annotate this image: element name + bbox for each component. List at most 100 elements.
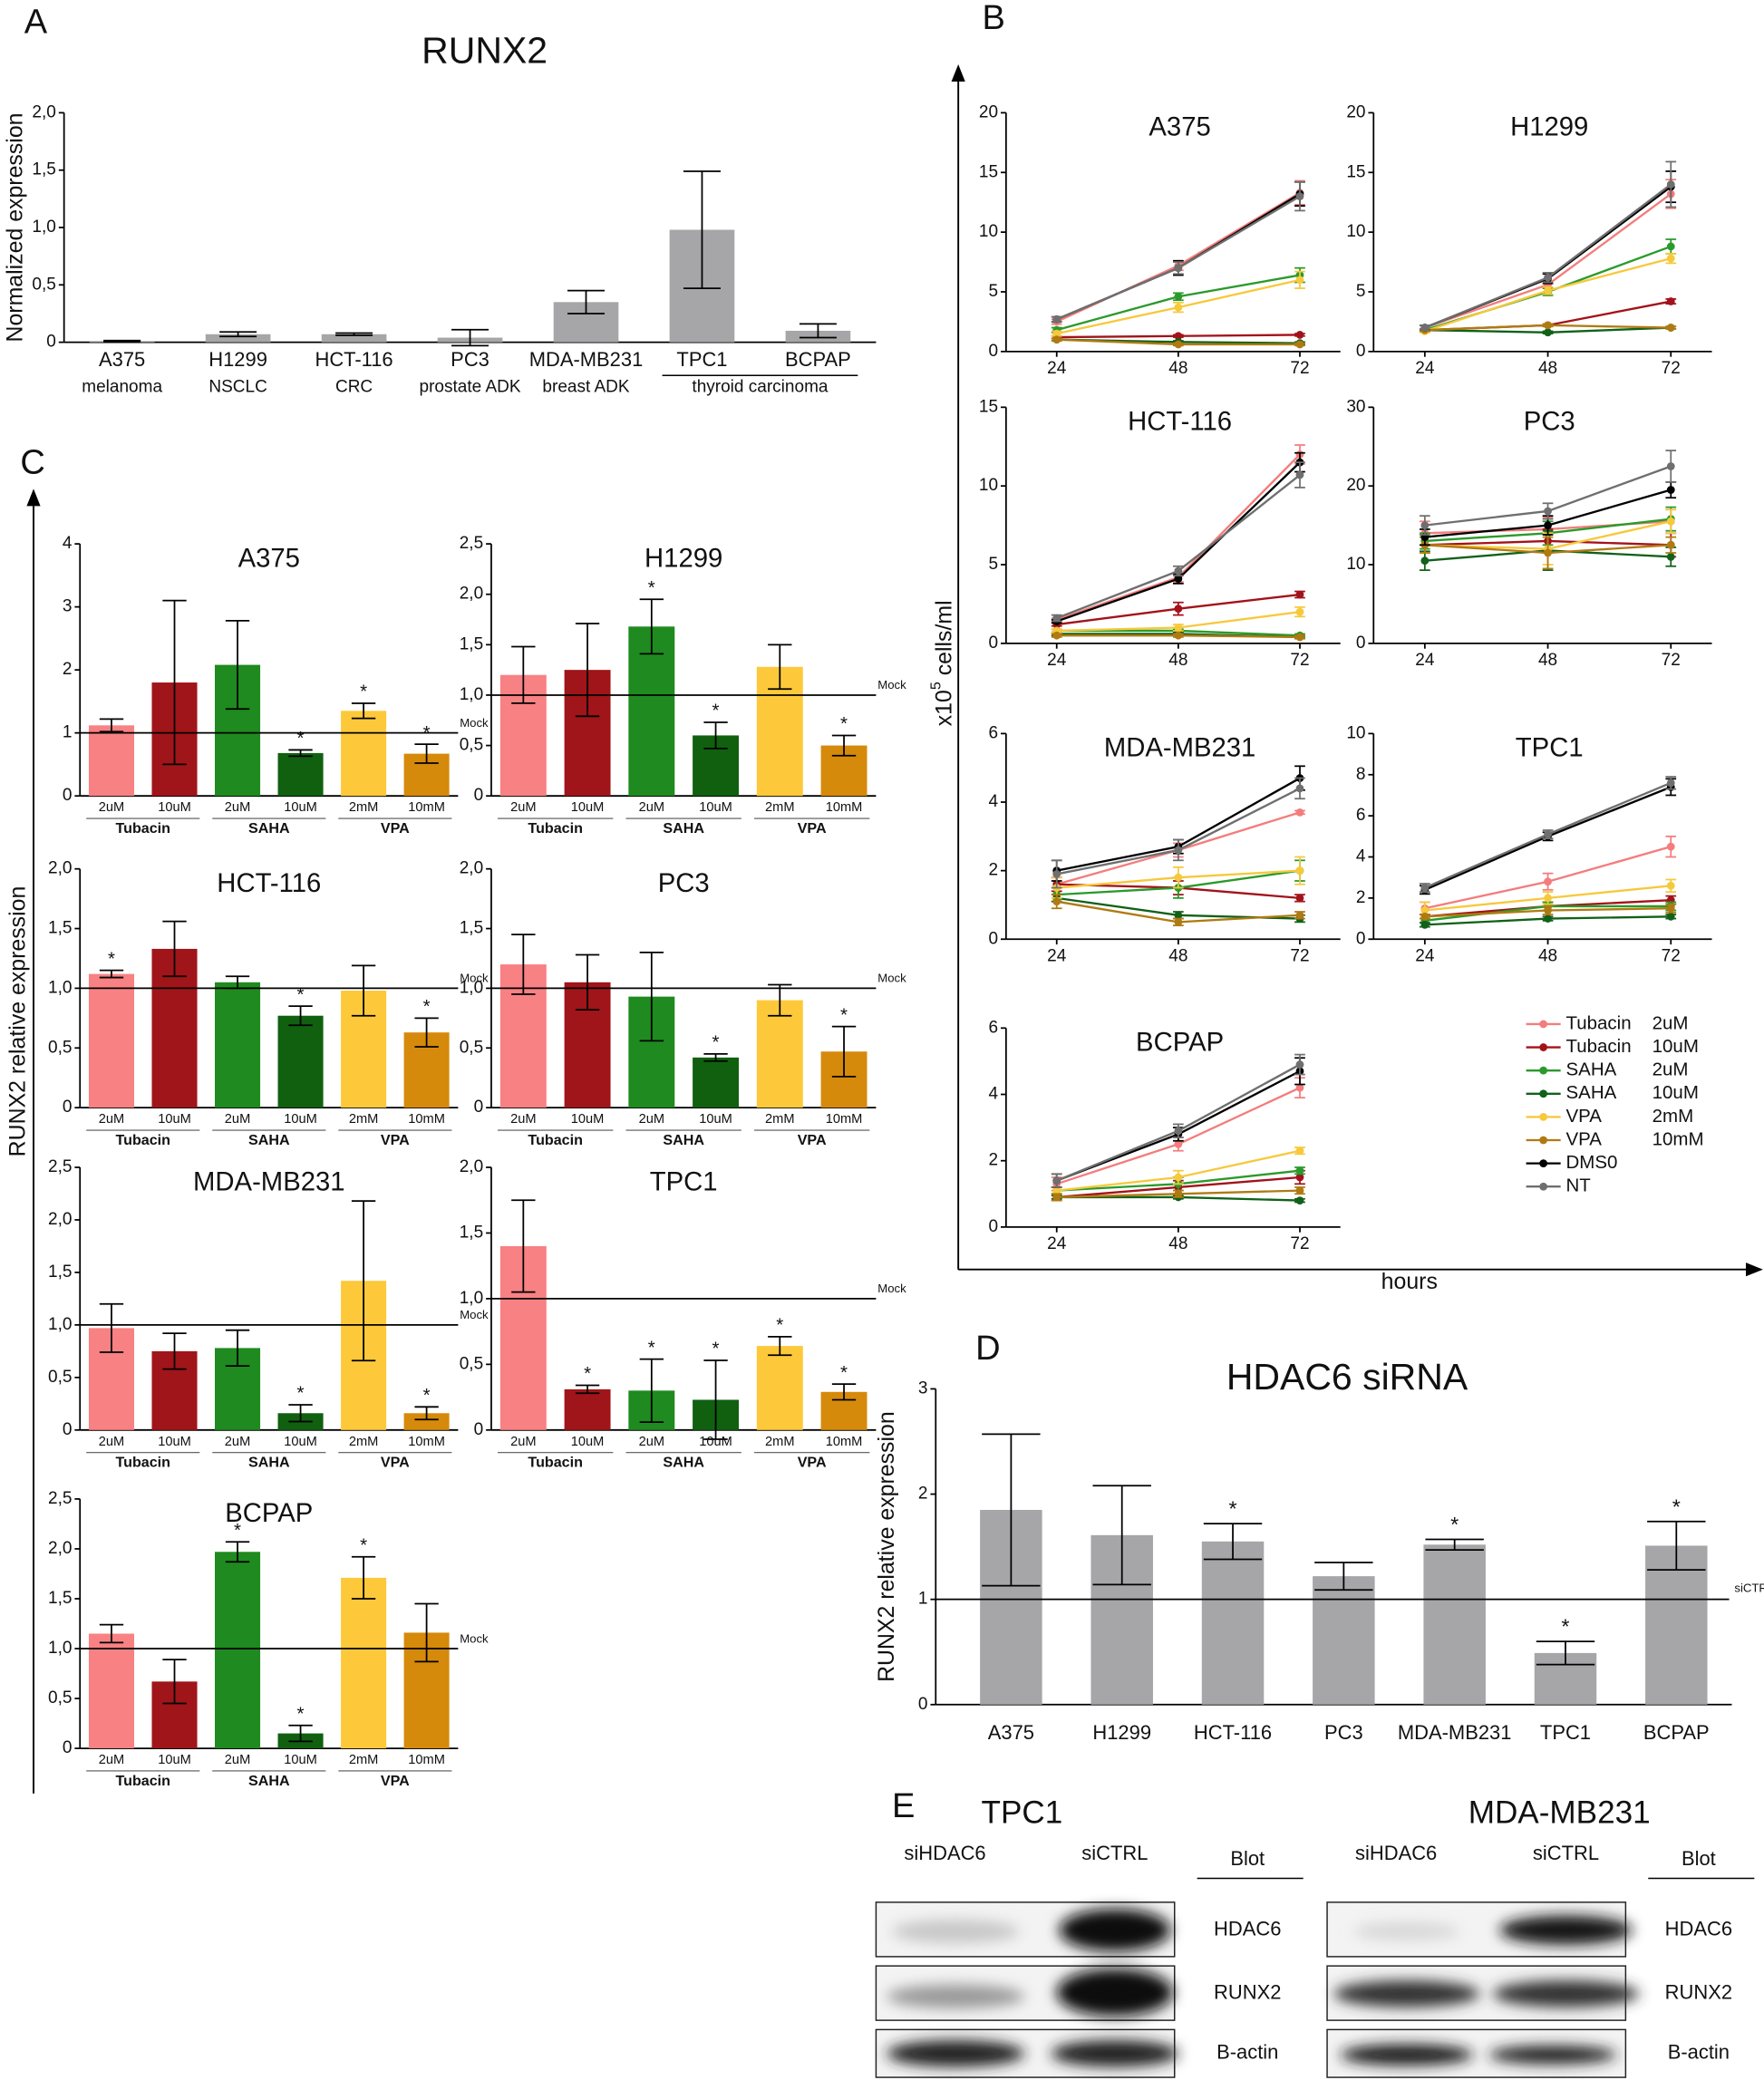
legend-marker <box>1539 1043 1548 1051</box>
y-tick-label: 2,5 <box>48 1489 72 1508</box>
series-point <box>1420 920 1430 929</box>
group-label: Tubacin <box>115 820 170 837</box>
bar <box>341 711 387 797</box>
x-tick-label: 2mM <box>349 1753 379 1767</box>
series-point <box>1544 321 1552 330</box>
series-point <box>1666 254 1675 263</box>
series-point <box>1295 276 1304 285</box>
series-point <box>1295 470 1304 479</box>
reference-label: Mock <box>877 1282 906 1295</box>
y-axis-label: x105 cells/ml <box>928 600 956 726</box>
x-tick-label: 72 <box>1662 359 1681 378</box>
bar <box>321 334 387 343</box>
significance-star: * <box>776 1315 783 1336</box>
bar <box>1423 1544 1486 1705</box>
significance-star: * <box>423 1385 431 1406</box>
series-point <box>1295 784 1304 793</box>
y-tick-label: 1,5 <box>460 634 483 653</box>
bar <box>1645 1545 1708 1705</box>
x-sub-label: NSCLC <box>208 377 267 396</box>
x-sub-label: breast ADK <box>542 377 629 396</box>
x-tick-label: 2mM <box>349 800 379 815</box>
bar <box>277 752 324 797</box>
y-tick-label: 1,0 <box>48 1639 72 1658</box>
y-tick-label: 5 <box>988 282 998 301</box>
bar <box>756 1346 803 1430</box>
group-label: VPA <box>798 1455 827 1471</box>
band <box>887 1984 1025 2008</box>
group-label: SAHA <box>248 1455 290 1471</box>
significance-star: * <box>712 1339 720 1359</box>
series-point <box>1295 1060 1304 1069</box>
y-tick-label: 1,0 <box>460 685 483 704</box>
series-point <box>1544 521 1552 529</box>
series-point <box>1666 779 1675 788</box>
series-point <box>1052 897 1061 906</box>
x-tick-label: 2mM <box>349 1435 379 1449</box>
band <box>891 1919 1020 1944</box>
blot-title: TPC1 <box>982 1795 1063 1831</box>
significance-star: * <box>648 577 655 598</box>
x-tick-label: 2uM <box>99 1435 124 1449</box>
panel-title: PC3 <box>658 869 710 898</box>
series-point <box>1666 912 1675 921</box>
legend-dose: 10uM <box>1653 1036 1699 1057</box>
x-tick-label: 10uM <box>284 800 317 815</box>
series-point <box>1052 314 1061 324</box>
y-tick-label: 0 <box>988 342 998 361</box>
x-tick-label: 10mM <box>408 1435 445 1449</box>
x-sub-label: prostate ADK <box>420 377 521 396</box>
y-tick-label: 2,0 <box>460 1157 483 1176</box>
panel-letter: E <box>892 1787 915 1825</box>
group-label: Tubacin <box>528 1455 583 1471</box>
x-tick-label: BCPAP <box>1643 1721 1710 1744</box>
significance-star: * <box>840 1362 848 1383</box>
series-point <box>1666 462 1675 470</box>
legend-marker <box>1539 1066 1548 1075</box>
reference-label: Mock <box>877 678 906 692</box>
series-line <box>1056 1063 1301 1182</box>
x-tick-label: HCT-116 <box>315 348 393 371</box>
y-tick-label: 8 <box>1356 765 1366 784</box>
y-tick-label: 0 <box>1356 342 1366 361</box>
series-point <box>1666 552 1675 561</box>
blot-title: MDA-MB231 <box>1468 1795 1651 1831</box>
x-tick-label: 2uM <box>99 1112 124 1127</box>
x-tick-label: HCT-116 <box>1194 1721 1272 1744</box>
legend-dose: 2uM <box>1653 1012 1689 1033</box>
y-axis-label: Normalized expression <box>3 113 28 343</box>
series-line <box>1056 787 1301 876</box>
x-tick-label: MDA-MB231 <box>1398 1721 1512 1744</box>
y-tick-label: 10 <box>1346 555 1365 574</box>
group-label: VPA <box>381 1773 410 1789</box>
series-point <box>1174 1189 1183 1198</box>
series-point <box>1544 830 1552 838</box>
legend-label: VPA <box>1566 1128 1603 1149</box>
y-tick-label: 15 <box>1346 162 1365 181</box>
y-tick-label: 0,5 <box>460 736 483 755</box>
panel-letter: B <box>983 0 1005 37</box>
x-tick-label: 48 <box>1538 359 1557 378</box>
x-tick-label: 2uM <box>639 1112 664 1127</box>
series-point <box>1174 1173 1183 1182</box>
significance-star: * <box>1450 1513 1459 1536</box>
x-tick-label: 10uM <box>571 1435 605 1449</box>
series-point <box>1544 286 1552 295</box>
legend-label: Tubacin <box>1566 1036 1632 1057</box>
y-tick-label: 2,0 <box>48 1210 72 1229</box>
y-tick-label: 10 <box>979 476 998 495</box>
series-point <box>1420 906 1430 914</box>
series-point <box>1544 877 1552 886</box>
y-tick-label: 2,0 <box>48 859 72 878</box>
series-point <box>1295 331 1304 339</box>
series-point <box>1420 912 1430 921</box>
band <box>1488 2045 1617 2065</box>
bar <box>215 982 261 1108</box>
x-tick-label: 24 <box>1415 359 1435 378</box>
significance-star: * <box>297 1383 305 1404</box>
band <box>1059 1909 1171 1952</box>
series-point <box>1295 590 1304 599</box>
panel-title: BCPAP <box>1136 1029 1224 1058</box>
y-tick-label: 0 <box>63 1738 73 1757</box>
y-tick-label: 0,5 <box>48 1038 72 1057</box>
